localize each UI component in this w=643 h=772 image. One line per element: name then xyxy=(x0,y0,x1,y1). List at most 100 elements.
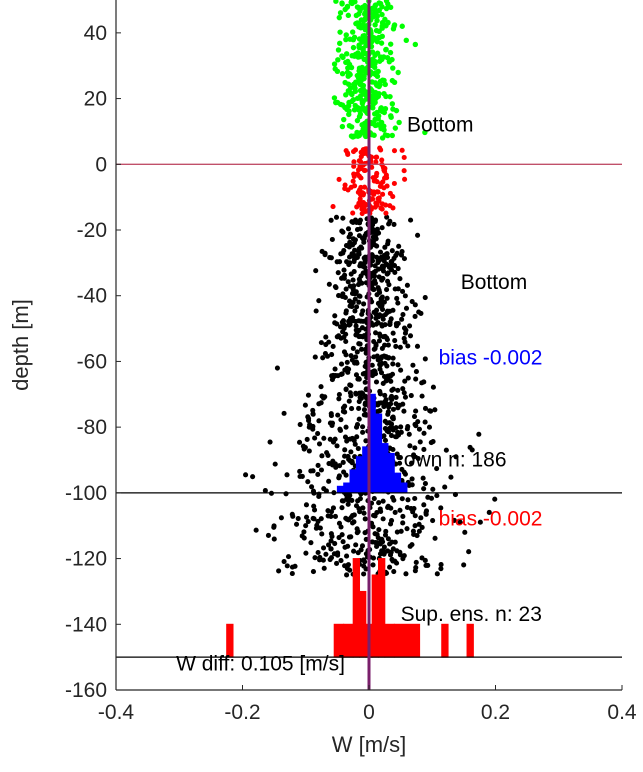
scatter-point-black xyxy=(351,438,357,444)
scatter-point-black xyxy=(329,352,335,358)
scatter-point-black xyxy=(361,571,367,577)
scatter-point-black xyxy=(276,568,282,574)
scatter-point-red xyxy=(379,201,385,207)
scatter-point-black xyxy=(374,531,380,538)
scatter-point-black xyxy=(361,510,367,516)
scatter-point-black xyxy=(343,352,349,358)
scatter-point-green xyxy=(412,41,419,48)
scatter-point-black xyxy=(337,426,343,432)
scatter-point-black xyxy=(380,334,386,340)
xlabel: W [m/s] xyxy=(332,732,407,757)
scatter-point-black xyxy=(382,244,388,250)
scatter-point-black xyxy=(317,525,323,531)
scatter-point-black xyxy=(362,379,368,385)
scatter-point-black xyxy=(353,289,359,295)
scatter-point-black xyxy=(402,394,409,400)
scatter-point-black xyxy=(319,453,325,459)
scatter-point-green xyxy=(382,132,389,138)
scatter-point-black xyxy=(329,236,335,243)
scatter-point-black xyxy=(398,252,405,258)
scatter-point-green xyxy=(375,113,382,119)
scatter-point-black xyxy=(344,572,350,578)
scatter-point-black xyxy=(332,366,338,372)
scatter-point-black xyxy=(390,361,396,367)
scatter-point-black xyxy=(359,543,366,549)
scatter-point-red xyxy=(359,211,365,217)
scatter-point-black xyxy=(271,536,277,542)
scatter-point-black xyxy=(432,407,438,413)
scatter-point-black xyxy=(363,566,369,572)
scatter-point-black xyxy=(353,318,359,325)
scatter-point-black xyxy=(347,260,353,266)
scatter-point-black xyxy=(362,516,368,522)
scatter-point-black xyxy=(315,462,321,468)
scatter-point-green xyxy=(371,64,378,71)
scatter-point-green xyxy=(383,47,389,53)
scatter-point-black xyxy=(405,343,411,349)
scatter-point-black xyxy=(289,564,296,570)
scatter-point-black xyxy=(423,511,429,517)
scatter-point-black xyxy=(328,509,335,515)
scatter-point-green xyxy=(342,79,348,86)
scatter-point-black xyxy=(405,423,411,430)
ylabel: depth [m] xyxy=(8,299,33,391)
scatter-point-red xyxy=(357,187,363,193)
scatter-point-black xyxy=(315,431,321,437)
scatter-point-black xyxy=(333,284,339,291)
scatter-point-black xyxy=(400,312,406,318)
scatter-point-black xyxy=(335,373,341,379)
scatter-point-black xyxy=(328,555,335,561)
scatter-point-black xyxy=(384,287,390,293)
scatter-point-green xyxy=(357,81,363,88)
scatter-point-black xyxy=(387,321,393,327)
scatter-point-green xyxy=(376,7,382,14)
scatter-point-black xyxy=(398,429,404,435)
scatter-point-black xyxy=(426,424,433,430)
scatter-point-black xyxy=(382,425,388,432)
scatter-point-black xyxy=(267,439,273,445)
scatter-point-black xyxy=(332,313,338,319)
scatter-point-black xyxy=(384,295,390,301)
scatter-point-black xyxy=(362,257,368,263)
scatter-point-black xyxy=(362,363,368,369)
scatter-point-black xyxy=(398,424,404,430)
scatter-point-black xyxy=(303,550,309,556)
scatter-point-black xyxy=(400,288,406,295)
scatter-point-black xyxy=(372,218,378,224)
scatter-point-black xyxy=(387,445,393,451)
scatter-point-black xyxy=(272,461,278,467)
scatter-point-green xyxy=(387,49,394,56)
scatter-point-black xyxy=(382,437,389,443)
scatter-point-black xyxy=(281,558,287,565)
scatter-point-black xyxy=(430,486,436,492)
scatter-point-black xyxy=(420,475,426,481)
scatter-point-black xyxy=(425,562,431,568)
scatter-point-black xyxy=(411,452,417,458)
scatter-point-red xyxy=(374,189,380,195)
scatter-point-black xyxy=(395,429,401,435)
scatter-point-green xyxy=(387,93,393,100)
scatter-point-green xyxy=(389,101,396,107)
scatter-point-black xyxy=(389,387,395,393)
scatter-point-green xyxy=(374,17,380,24)
scatter-point-black xyxy=(409,298,415,305)
scatter-point-black xyxy=(293,521,300,527)
scatter-point-black xyxy=(363,387,369,393)
scatter-point-black xyxy=(344,516,350,522)
scatter-point-black xyxy=(336,396,342,402)
red-histogram-bar xyxy=(371,574,379,658)
scatter-point-black xyxy=(341,267,347,273)
y-tick-label: -80 xyxy=(77,416,107,439)
scatter-point-red xyxy=(356,158,362,164)
scatter-point-green xyxy=(379,33,385,40)
scatter-point-black xyxy=(336,391,342,398)
scatter-point-black xyxy=(327,255,333,261)
scatter-point-black xyxy=(380,275,386,281)
scatter-point-black xyxy=(356,341,362,347)
scatter-point-black xyxy=(342,447,348,453)
scatter-point-black xyxy=(351,548,357,554)
scatter-point-black xyxy=(418,310,424,316)
scatter-point-black xyxy=(381,252,387,258)
scatter-point-green xyxy=(346,61,353,68)
scatter-point-green xyxy=(359,4,366,10)
